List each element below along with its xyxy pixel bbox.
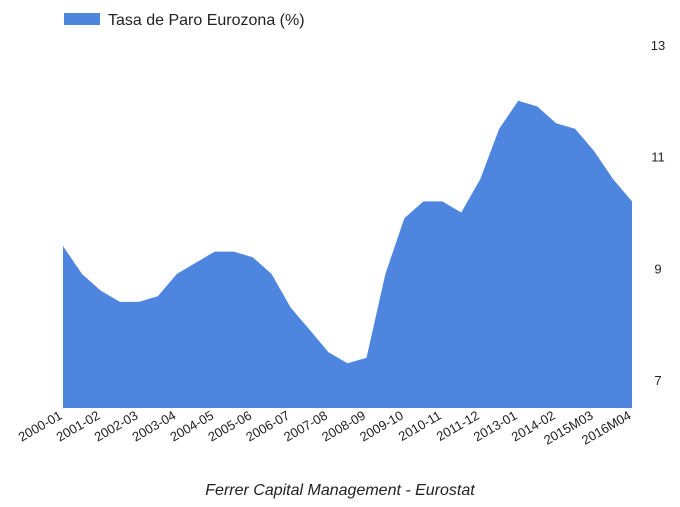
source-caption: Ferrer Capital Management - Eurostat [205, 482, 475, 499]
legend-label: Tasa de Paro Eurozona (%) [108, 12, 305, 29]
legend: Tasa de Paro Eurozona (%) [64, 12, 305, 29]
series-area [63, 100, 632, 409]
y-tick-label: 13 [651, 38, 665, 53]
y-tick-label: 11 [651, 150, 665, 165]
plot-area [63, 100, 632, 409]
area-chart: Tasa de Paro Eurozona (%) 7 9 11 13 2000-01… [16, 12, 666, 448]
x-tick-label: 2009-10 [357, 408, 406, 445]
legend-swatch [64, 13, 100, 25]
y-tick-label: 9 [654, 261, 661, 276]
y-axis: 7 9 11 13 [651, 38, 665, 388]
x-axis: 2000-012001-022002-032003-042004-052005-… [16, 408, 634, 448]
x-tick-label: 2010-11 [396, 408, 444, 444]
y-tick-label: 7 [654, 373, 661, 388]
